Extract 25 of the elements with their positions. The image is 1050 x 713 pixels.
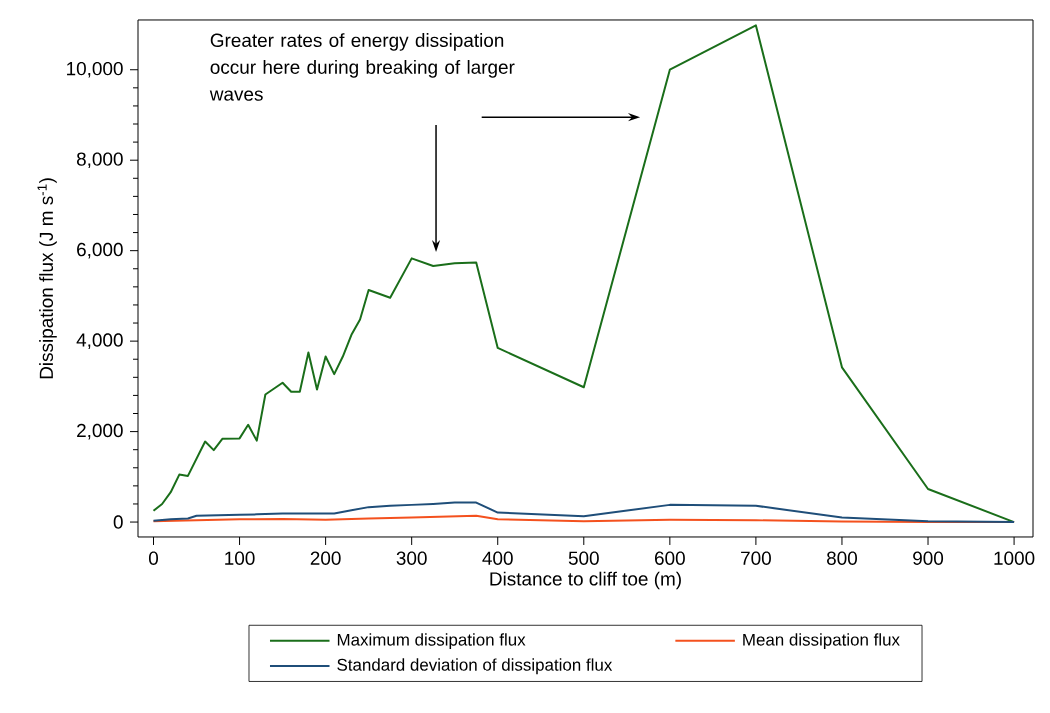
y-tick-label: 8,000 [76,152,123,169]
x-tick-label: 1000 [994,551,1035,565]
x-axis-title: Distance to cliff toe (m) [490,571,681,590]
annotation: Greater rates of energy dissipation occur here during breaking of larger waves [209,33,515,101]
legend-label: Maximum dissipation flux [337,633,526,650]
x-tick-label: 700 [741,551,771,565]
x-tick-label: 800 [827,551,857,565]
y-tick-label: 4,000 [76,333,123,349]
y-tick-label: 6,000 [77,242,123,259]
line-series [152,24,1016,524]
y-tick-label: 2,000 [77,423,123,440]
legend-label: Standard deviation of dissipation flux [337,658,613,675]
x-tick-label: 300 [396,551,427,565]
line-series [152,501,1016,524]
x-tick-label: 900 [913,551,944,565]
y-tick-label: 10,000 [67,61,123,78]
x-tick-label: 100 [225,551,255,565]
x-tick-label: 600 [655,551,685,565]
x-tick-label: 0 [148,551,159,565]
x-tick-label: 200 [310,551,341,565]
y-tick-label: 0 [113,515,123,529]
y-axis-title: Dissipation flux (J m s$^{-1}$) [37,178,57,379]
x-tick-label: 500 [568,551,599,565]
legend-label: Mean dissipation flux [743,633,900,650]
x-tick-label: 400 [482,551,513,565]
